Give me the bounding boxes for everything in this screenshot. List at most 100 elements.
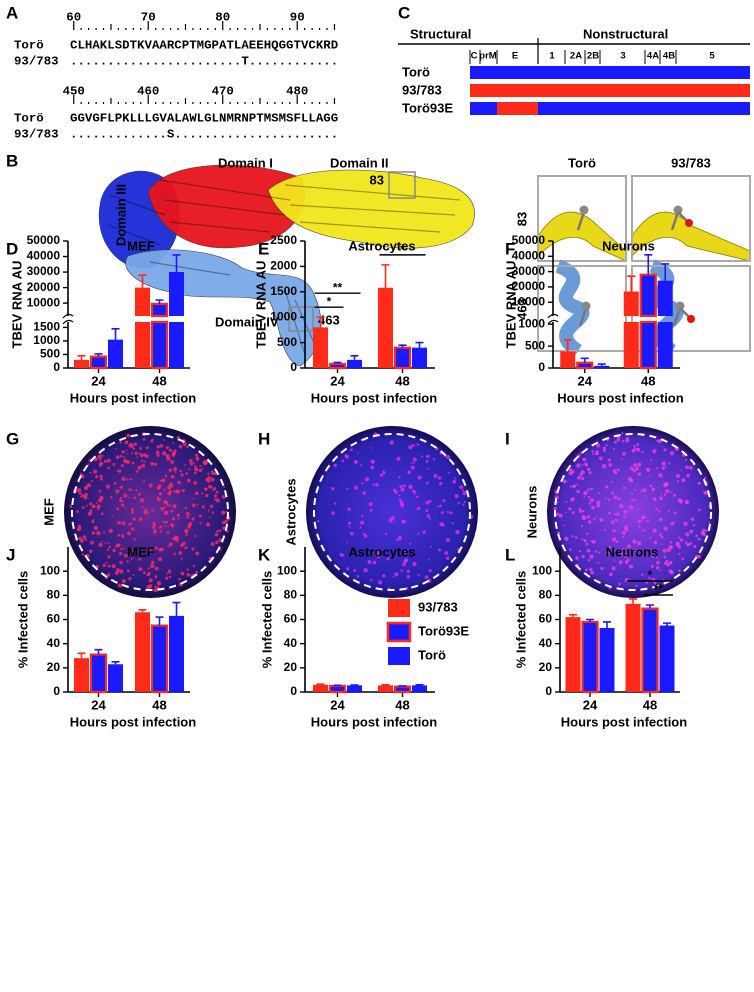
cell-dot: [663, 482, 669, 487]
cell-dot: [90, 480, 93, 483]
cell-dot: [589, 554, 594, 559]
cell-dot: [445, 556, 450, 560]
cell-dot: [649, 484, 653, 488]
cell-dot: [115, 489, 120, 494]
cell-dot: [602, 446, 607, 450]
cell-dot: [673, 521, 676, 524]
cell-dot: [107, 542, 110, 545]
cell-dot: [633, 463, 637, 467]
cell-dot: [592, 518, 596, 521]
bar: [657, 280, 673, 368]
error-bar: [94, 353, 103, 357]
cell-dot: [636, 509, 639, 511]
cell-dot: [139, 498, 145, 503]
cell-dot: [170, 523, 173, 526]
cell-dot: [164, 474, 168, 478]
cell-dot: [177, 517, 180, 520]
cell-dot: [186, 573, 190, 577]
cell-dot: [131, 550, 134, 553]
cell-dot: [154, 585, 157, 589]
cell-dot: [402, 549, 408, 555]
cell-dot: [661, 543, 664, 546]
cell-dot: [101, 540, 103, 543]
y-tick-label: 40000: [27, 249, 61, 263]
cell-dot: [575, 556, 579, 560]
cell-dot: [669, 451, 675, 456]
cell-dot: [634, 489, 637, 491]
ruler-number: 480: [286, 84, 308, 98]
cell-dot: [564, 511, 567, 514]
cell-dot: [346, 487, 349, 491]
panel-letter: B: [6, 151, 18, 170]
cell-dot: [133, 442, 138, 447]
error-bar: [77, 355, 86, 360]
cell-dot: [96, 531, 101, 536]
cell-dot: [180, 571, 185, 576]
cell-dot: [571, 511, 575, 515]
cell-dot: [84, 492, 88, 497]
cell-dot: [194, 467, 199, 472]
cell-dot: [613, 550, 616, 552]
cell-dot: [119, 569, 124, 574]
bar: [625, 603, 641, 692]
cell-dot: [163, 488, 166, 491]
cell-dot: [207, 472, 210, 475]
cell-dot: [345, 454, 349, 459]
cell-dot: [178, 551, 183, 555]
cell-dot: [390, 515, 395, 521]
cell-dot: [372, 560, 377, 565]
cell-dot: [669, 570, 674, 575]
y-tick-label: 40: [47, 636, 61, 650]
genome-insert: [497, 102, 538, 115]
cell-dot: [119, 560, 123, 565]
cell-dot: [192, 564, 196, 568]
strain-name: Torö: [14, 111, 44, 125]
cell-dot: [406, 575, 411, 579]
cell-dot: [87, 463, 90, 466]
cell-dot: [159, 530, 162, 533]
cell-dot: [164, 506, 166, 509]
cell-dot: [131, 527, 135, 531]
genome-bar: [470, 102, 750, 115]
legend-swatch: [388, 647, 410, 665]
cell-dot: [193, 465, 197, 468]
cell-dot: [430, 545, 432, 548]
cell-dot: [199, 464, 202, 468]
cell-dot: [174, 470, 177, 473]
y-tick-label: 0: [545, 684, 552, 698]
bar: [108, 664, 123, 692]
cell-dot: [564, 536, 569, 541]
error-bar: [398, 685, 407, 687]
cell-dot: [602, 464, 607, 469]
cell-dot: [116, 507, 119, 511]
cell-dot: [363, 567, 368, 573]
cell-dot: [648, 576, 651, 580]
cell-dot: [130, 452, 134, 455]
y-tick-label: 50000: [512, 233, 546, 247]
cell-dot: [153, 462, 158, 466]
cell-dot: [581, 554, 585, 559]
cell-dot: [361, 482, 364, 485]
cell-dot: [681, 557, 685, 561]
y-tick-label: 1000: [33, 333, 60, 347]
cell-dot: [416, 443, 420, 446]
cell-dot: [439, 522, 444, 527]
cell-dot: [583, 495, 585, 498]
cell-dot: [455, 529, 460, 535]
ruler-number: 470: [212, 84, 234, 98]
ribbon: [631, 211, 751, 262]
cell-dot: [675, 473, 680, 478]
cell-dot: [625, 547, 628, 550]
cell-dot: [169, 489, 172, 493]
sequence: CLHAKLSDTKVAARCPTMGPATLAEEHQGGTVCKRD: [70, 38, 338, 52]
cell-dot: [581, 538, 584, 541]
bar: [560, 351, 576, 368]
cell-dot: [642, 529, 645, 532]
bar: [641, 607, 659, 694]
cell-dot: [410, 465, 415, 470]
cell-dot: [185, 472, 188, 475]
cell-dot: [638, 525, 641, 528]
cell-dot: [156, 453, 160, 457]
cell-dot: [608, 545, 612, 549]
strand: [289, 204, 456, 216]
